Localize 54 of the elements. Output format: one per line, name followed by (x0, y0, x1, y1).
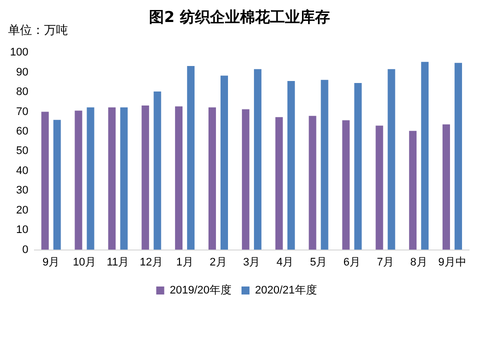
y-tick-label: 70 (16, 106, 28, 118)
bar (208, 107, 216, 250)
bar (254, 69, 262, 250)
x-tick-label: 9月中 (438, 255, 466, 268)
bar (175, 106, 183, 250)
x-tick-label: 8月 (410, 256, 428, 268)
x-tick-label: 12月 (140, 256, 163, 268)
x-tick-label: 10月 (72, 256, 96, 268)
y-tick-label: 90 (16, 66, 28, 78)
bar (242, 109, 250, 250)
bar (354, 82, 362, 250)
bar (442, 124, 450, 250)
bar (41, 112, 49, 250)
x-tick-label: 3月 (243, 256, 260, 268)
bar (388, 69, 396, 250)
bar (120, 107, 128, 250)
bar (187, 66, 195, 250)
x-tick-label: 4月 (276, 256, 294, 268)
chart-title: 图2 纺织企业棉花工业库存 (149, 8, 330, 26)
bar (376, 126, 384, 250)
y-tick-label: 20 (16, 204, 28, 216)
bar (320, 80, 328, 250)
bar (409, 130, 417, 250)
x-tick-label: 9月 (42, 256, 60, 268)
y-tick-label: 0 (22, 244, 28, 256)
bar (421, 62, 429, 250)
y-tick-label: 100 (10, 46, 28, 59)
legend-label: 2019/20年度 (170, 284, 232, 297)
y-tick-label: 40 (16, 164, 28, 177)
x-tick-label: 1月 (176, 256, 194, 268)
x-tick-label: 11月 (106, 256, 130, 268)
bar (220, 76, 228, 250)
bar (287, 80, 295, 250)
bar (108, 107, 116, 250)
bar (154, 91, 162, 250)
legend-label: 2020/21年度 (255, 284, 317, 297)
bar (454, 62, 462, 250)
x-tick-label: 2月 (210, 256, 227, 268)
x-tick-label: 6月 (343, 256, 361, 268)
y-tick-label: 30 (16, 184, 28, 197)
bar (142, 105, 150, 250)
bar (74, 110, 82, 250)
y-tick-label: 80 (16, 86, 28, 98)
y-axis-title: 单位：万吨 (8, 22, 68, 39)
y-tick-label: 50 (16, 145, 28, 158)
bar (86, 107, 94, 250)
bar (53, 120, 61, 250)
y-tick-label: 10 (16, 224, 28, 236)
x-tick-label: 5月 (310, 256, 328, 268)
bar (308, 116, 316, 250)
x-tick-label: 7月 (376, 256, 394, 268)
y-tick-label: 60 (16, 126, 28, 138)
bar (342, 120, 350, 250)
bar (275, 117, 283, 250)
